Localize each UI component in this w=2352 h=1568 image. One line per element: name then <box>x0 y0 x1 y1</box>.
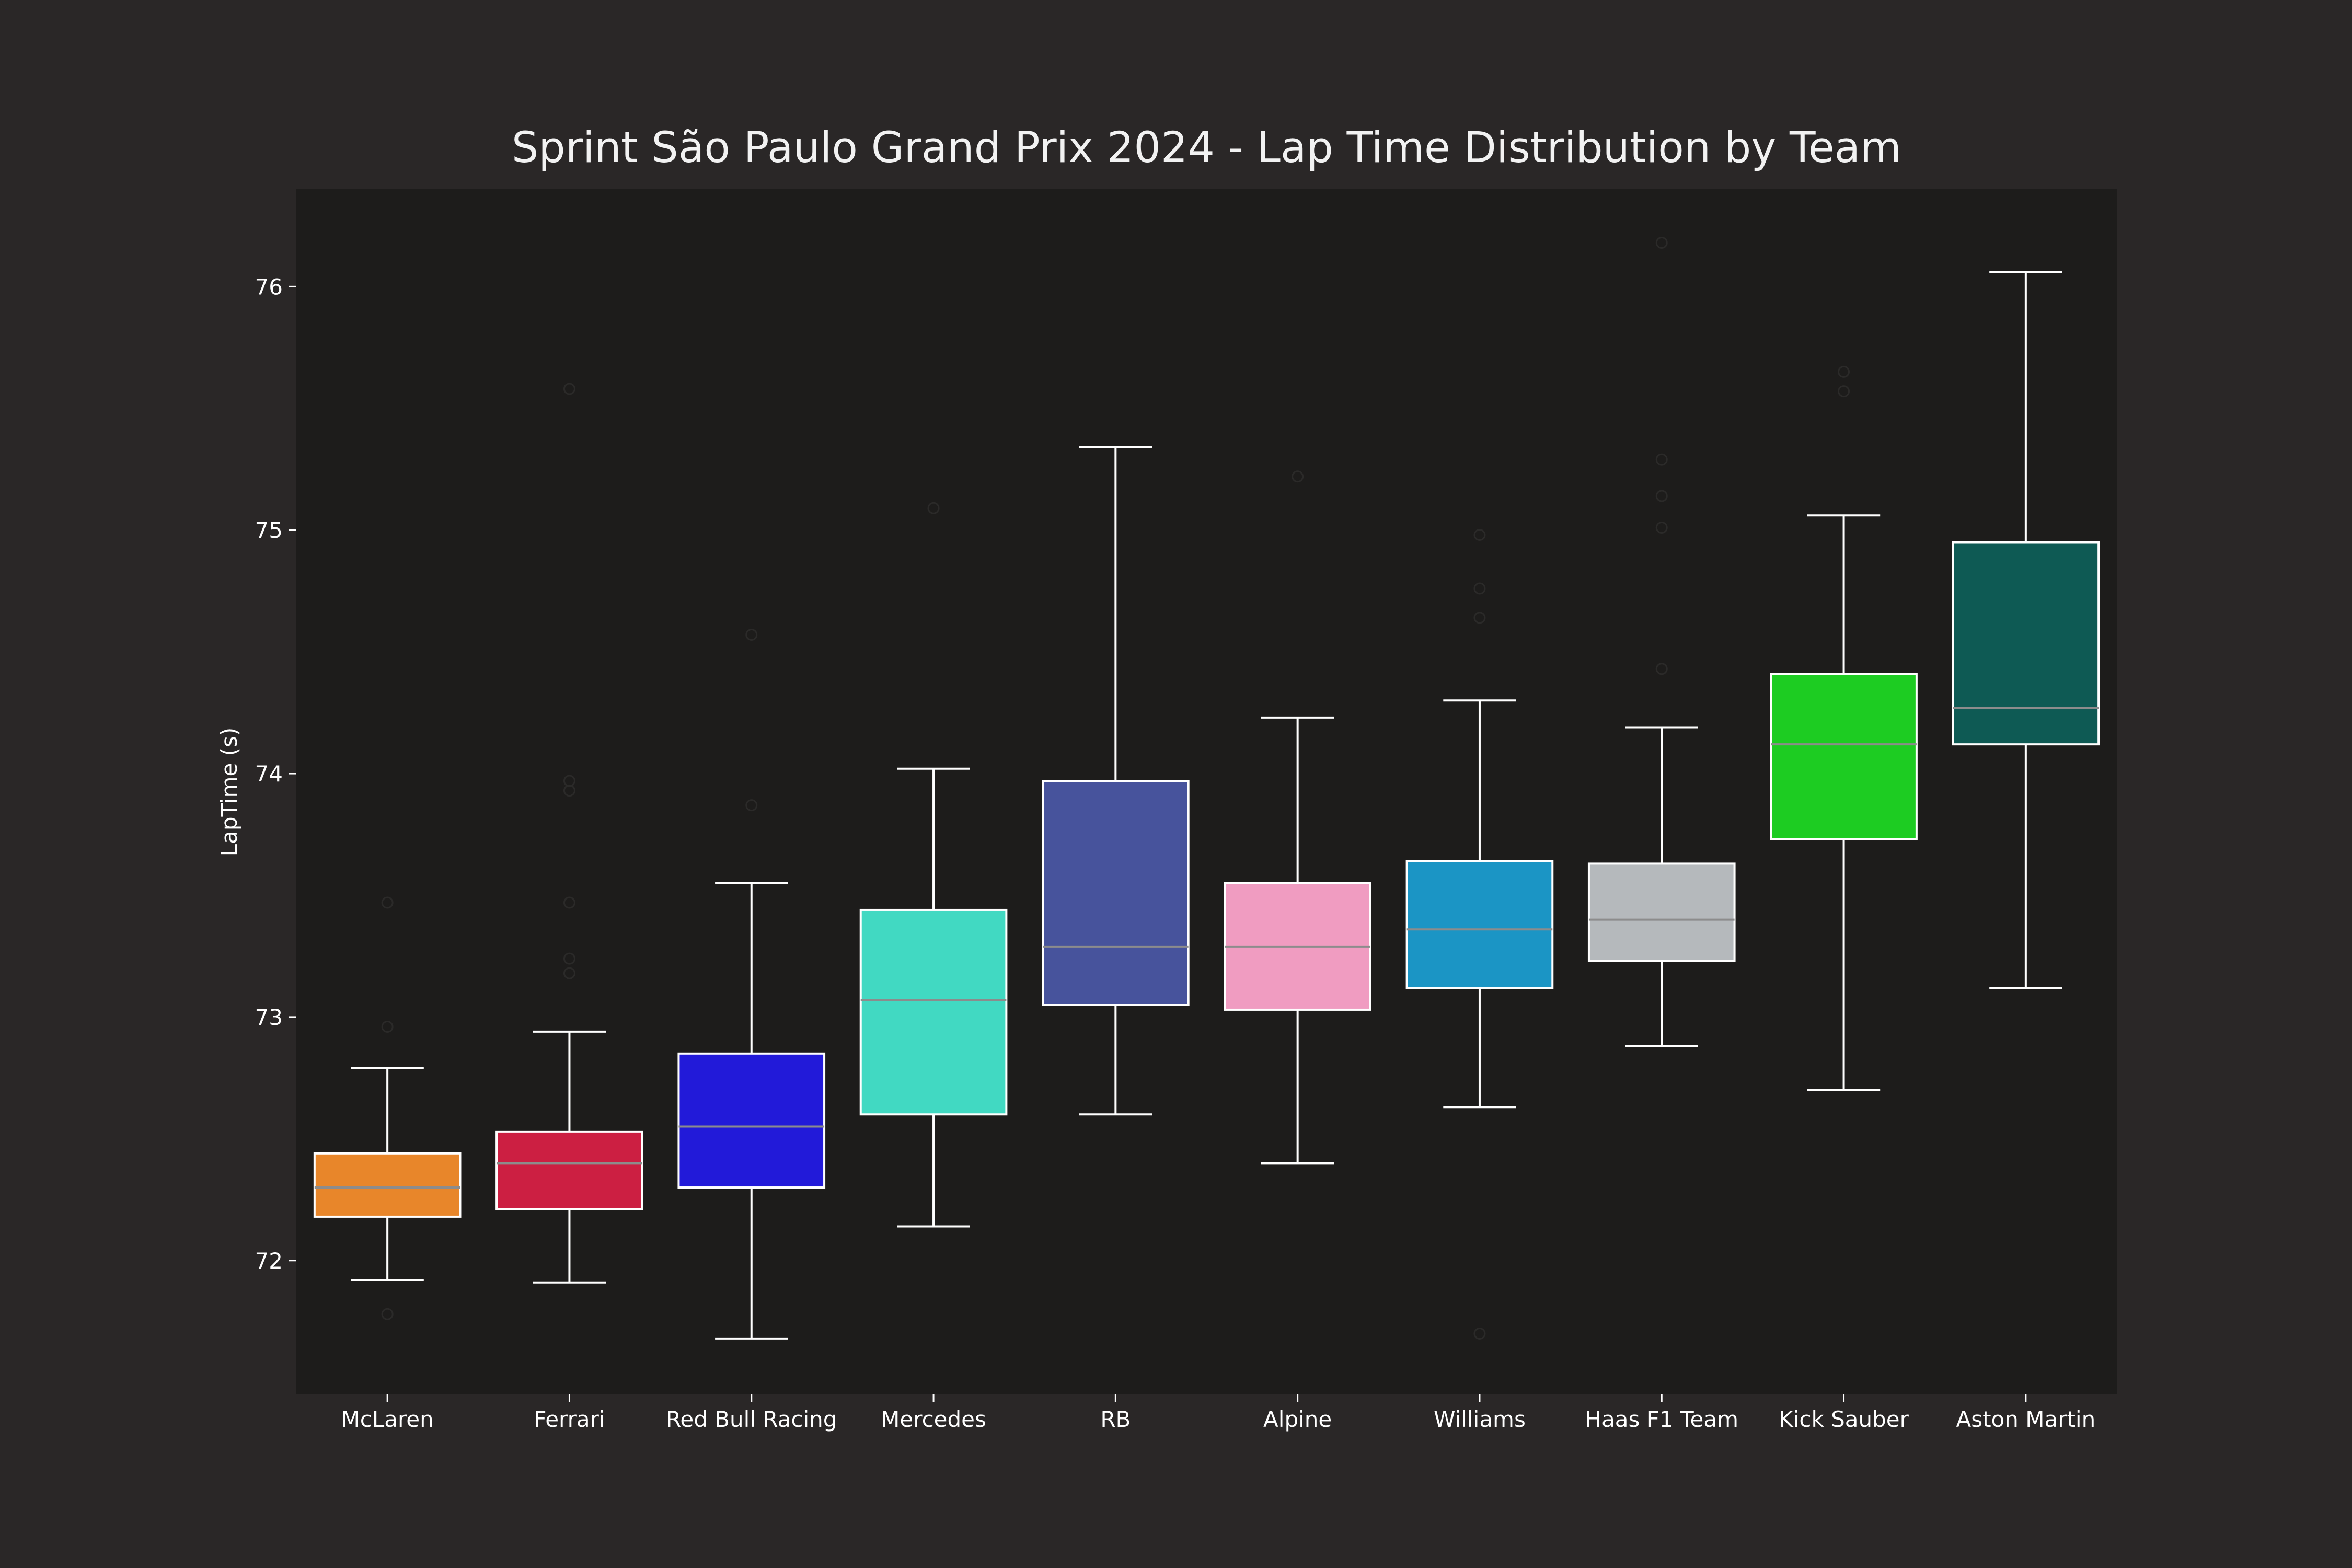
y-tick-label: 73 <box>255 1005 283 1030</box>
y-tick-label: 72 <box>255 1248 283 1274</box>
box-body <box>1952 541 2100 746</box>
outlier-point <box>1655 490 1668 502</box>
x-axis-ticks: McLaren Ferrari Red Bull Racing Mercedes RB A… <box>341 1394 2095 1432</box>
outlier-point <box>1655 663 1668 675</box>
y-axis-label: LapTime (s) <box>216 728 242 857</box>
box-body <box>1587 862 1736 962</box>
x-tick-label: Alpine <box>1263 1406 1332 1432</box>
outlier-point <box>1473 582 1486 595</box>
x-tick-label: Aston Martin <box>1956 1406 2095 1432</box>
x-tick-label: McLaren <box>341 1406 434 1432</box>
boxes-layer <box>313 236 2100 1340</box>
box-body <box>1770 673 1918 840</box>
outlier-point <box>563 775 575 787</box>
outlier-point <box>1655 236 1668 249</box>
outlier-point <box>381 1021 394 1033</box>
y-tick-label: 74 <box>255 761 283 787</box>
box-body <box>1405 860 1554 989</box>
y-tick-label: 76 <box>255 274 283 299</box>
outlier-point <box>745 799 758 812</box>
box-alpine <box>1224 470 1371 1165</box>
x-tick-label: Haas F1 Team <box>1585 1406 1738 1432</box>
outlier-point <box>1473 612 1486 624</box>
x-tick-label: Mercedes <box>881 1406 986 1432</box>
x-tick-label: Williams <box>1434 1406 1526 1432</box>
x-tick-label: Red Bull Racing <box>666 1406 837 1432</box>
box-aston-martin <box>1952 271 2100 989</box>
box-haas-f1-team <box>1587 236 1736 1047</box>
outlier-point <box>1655 522 1668 534</box>
x-tick-label: RB <box>1100 1406 1131 1432</box>
box-red-bull-racing <box>677 629 826 1340</box>
outlier-point <box>381 896 394 909</box>
outlier-point <box>563 967 575 979</box>
box-rb <box>1042 446 1190 1116</box>
outlier-point <box>1655 453 1668 466</box>
y-tick-label: 75 <box>255 517 283 543</box>
outlier-point <box>927 502 940 514</box>
box-body <box>677 1052 826 1189</box>
box-body <box>495 1130 643 1210</box>
y-axis-ticks: 72 73 74 75 76 <box>255 274 296 1274</box>
box-kick-sauber <box>1770 365 1918 1091</box>
outlier-point <box>563 952 575 965</box>
outlier-point <box>1473 1328 1486 1340</box>
box-body <box>859 908 1008 1116</box>
chart-title: Sprint São Paulo Grand Prix 2024 - Lap T… <box>512 123 1901 172</box>
box-mercedes <box>859 502 1008 1228</box>
x-tick-label: Ferrari <box>534 1406 605 1432</box>
outlier-point <box>1838 385 1850 398</box>
outlier-point <box>1473 529 1486 541</box>
outlier-point <box>1292 470 1304 483</box>
outlier-point <box>745 629 758 641</box>
outlier-point <box>563 896 575 909</box>
x-tick-label: Kick Sauber <box>1779 1406 1909 1432</box>
outlier-point <box>563 383 575 395</box>
outlier-point <box>1838 365 1850 378</box>
box-body <box>1042 780 1190 1006</box>
box-body <box>313 1152 462 1218</box>
box-williams <box>1405 529 1554 1340</box>
box-ferrari <box>495 383 643 1284</box>
outlier-point <box>381 1308 394 1320</box>
box-mclaren <box>313 896 462 1320</box>
